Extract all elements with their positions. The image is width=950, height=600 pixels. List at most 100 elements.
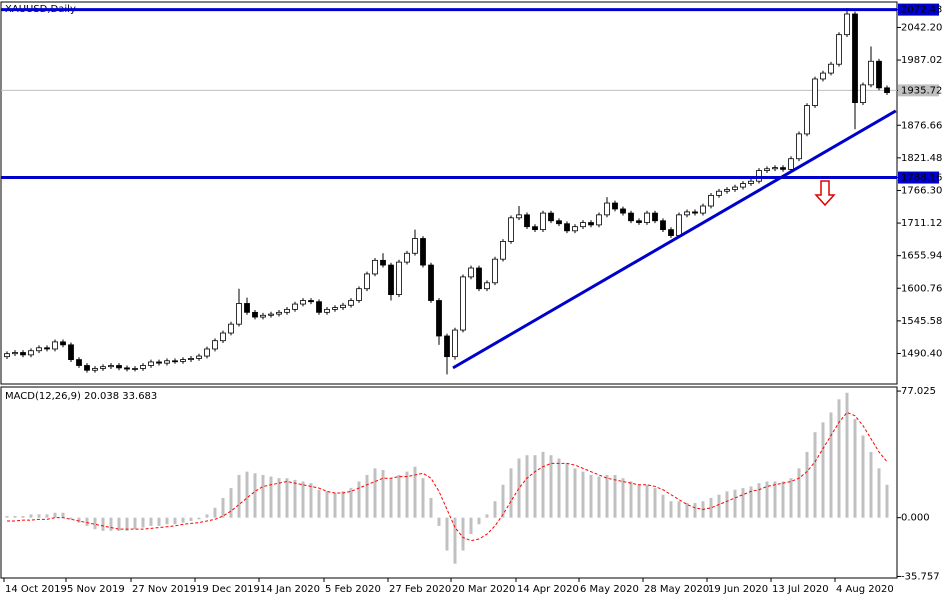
macd-bar bbox=[645, 484, 649, 518]
macd-bar bbox=[509, 468, 513, 518]
candle-body bbox=[860, 84, 866, 104]
candle-body bbox=[404, 252, 410, 263]
macd-bar bbox=[685, 502, 689, 518]
candle-body bbox=[292, 303, 298, 310]
candle-body bbox=[604, 202, 610, 216]
candle-body bbox=[28, 350, 34, 356]
candle-body bbox=[300, 300, 306, 305]
macd-pane bbox=[0, 386, 898, 579]
candle-body bbox=[388, 264, 394, 296]
candle-body bbox=[484, 282, 490, 290]
candle-body bbox=[148, 361, 154, 366]
macd-bar bbox=[805, 451, 809, 518]
macd-bar bbox=[837, 399, 841, 518]
candle-body bbox=[284, 308, 290, 313]
y-tick-label: 0.000 bbox=[901, 513, 930, 524]
macd-bar bbox=[341, 491, 345, 518]
candle-body bbox=[324, 308, 330, 313]
x-tick-label: 13 Jul 2020 bbox=[772, 584, 829, 595]
candle-body bbox=[492, 258, 498, 284]
signal-line bbox=[7, 411, 888, 542]
candle-body bbox=[436, 300, 442, 337]
macd-bar bbox=[597, 476, 601, 518]
macd-bar bbox=[493, 501, 497, 518]
y-tick-label: 1821.48 bbox=[901, 153, 942, 164]
macd-bar bbox=[885, 484, 889, 518]
candle-body bbox=[676, 214, 682, 236]
candle-body bbox=[780, 167, 786, 170]
candle-body bbox=[844, 13, 850, 36]
macd-bar bbox=[533, 455, 537, 518]
macd-bar bbox=[325, 491, 329, 518]
macd-bar bbox=[749, 486, 753, 518]
x-tick-label: 5 Feb 2020 bbox=[325, 584, 381, 595]
candle-body bbox=[340, 304, 346, 309]
candle-body bbox=[876, 60, 882, 89]
x-tick-label: 5 Nov 2019 bbox=[67, 584, 125, 595]
macd-bar bbox=[445, 517, 449, 551]
x-tick-label: 27 Nov 2019 bbox=[132, 584, 196, 595]
y-tick-label: 1935.72 bbox=[901, 85, 942, 96]
macd-bar bbox=[165, 517, 169, 525]
candle-body bbox=[708, 194, 714, 207]
trend-line bbox=[452, 109, 897, 370]
candle-body bbox=[132, 368, 138, 370]
candle-body bbox=[100, 366, 106, 369]
candle-body bbox=[4, 353, 10, 358]
candle-body bbox=[452, 329, 458, 358]
x-tick-label: 14 Oct 2019 bbox=[5, 584, 67, 595]
x-tick-label: 4 Aug 2020 bbox=[836, 584, 894, 595]
macd-bar bbox=[517, 458, 521, 518]
x-tick-label: 6 May 2020 bbox=[580, 584, 639, 595]
macd-bar bbox=[853, 419, 857, 518]
macd-bar bbox=[173, 517, 177, 525]
candle-body bbox=[228, 323, 234, 334]
x-tick-label: 19 Dec 2019 bbox=[196, 584, 260, 595]
macd-bar bbox=[365, 474, 369, 518]
y-tick-label: 77.025 bbox=[901, 386, 936, 397]
macd-bar bbox=[677, 501, 681, 518]
y-tick-label: 1655.94 bbox=[901, 251, 942, 262]
candle-body bbox=[652, 212, 658, 222]
macd-bar bbox=[829, 412, 833, 518]
macd-bar bbox=[237, 474, 241, 518]
candle-body bbox=[508, 217, 514, 242]
macd-bar bbox=[469, 517, 473, 535]
y-tick-label: 1545.58 bbox=[901, 316, 942, 327]
macd-bar bbox=[613, 474, 617, 518]
macd-bar bbox=[669, 501, 673, 518]
macd-bar bbox=[821, 422, 825, 518]
candle-body bbox=[580, 222, 586, 228]
macd-bar bbox=[549, 455, 553, 518]
macd-bar bbox=[397, 474, 401, 518]
macd-bar bbox=[501, 484, 505, 518]
macd-bar bbox=[125, 517, 129, 531]
candle-body bbox=[412, 238, 418, 254]
candle-body bbox=[212, 340, 218, 350]
candle-body bbox=[692, 211, 698, 214]
candle-body bbox=[204, 348, 210, 357]
macd-bar bbox=[589, 474, 593, 518]
candle-body bbox=[116, 365, 122, 369]
macd-bar bbox=[157, 517, 161, 526]
candle-body bbox=[308, 300, 314, 303]
candle-body bbox=[92, 368, 98, 371]
macd-bar bbox=[373, 468, 377, 518]
candle-body bbox=[852, 13, 858, 104]
candle-body bbox=[428, 264, 434, 301]
candle-body bbox=[396, 261, 402, 296]
macd-bar bbox=[693, 502, 697, 518]
candle-body bbox=[500, 241, 506, 260]
candle-body bbox=[124, 367, 130, 370]
macd-bar bbox=[485, 514, 489, 518]
y-tick-label: 2072.43 bbox=[901, 5, 942, 16]
macd-bar bbox=[405, 471, 409, 518]
y-tick-label: 1490.40 bbox=[901, 348, 942, 359]
macd-bar bbox=[765, 481, 769, 518]
macd-bar bbox=[61, 512, 65, 518]
candle-body bbox=[84, 365, 90, 371]
candle-body bbox=[644, 212, 650, 223]
macd-bar bbox=[845, 392, 849, 518]
candle-body bbox=[660, 220, 666, 231]
